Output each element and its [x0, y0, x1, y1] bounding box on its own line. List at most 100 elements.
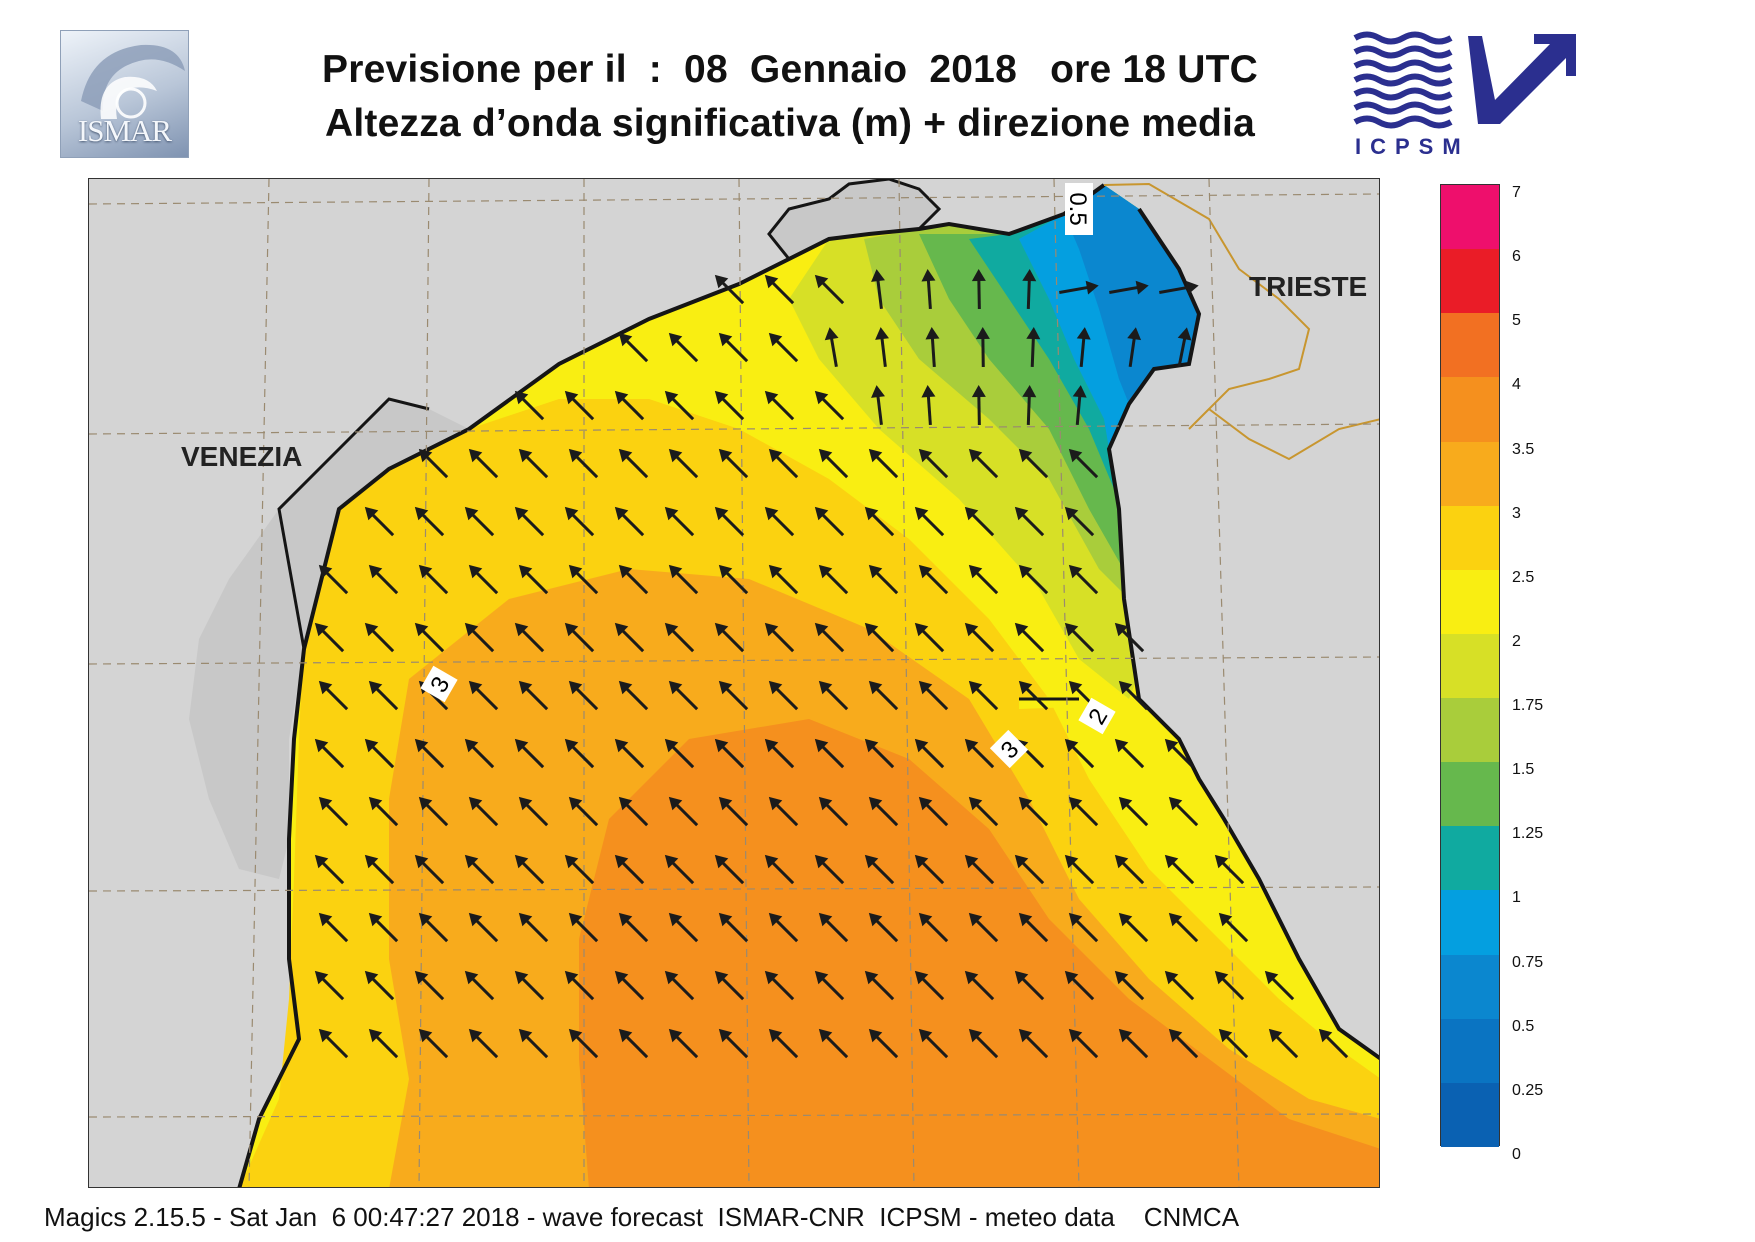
wave-arrow	[1214, 854, 1245, 885]
wave-arrow	[968, 912, 999, 943]
wave-arrow	[668, 564, 699, 595]
wave-arrow	[818, 680, 849, 711]
wave-arrow	[564, 390, 595, 421]
wave-arrow	[1018, 680, 1049, 711]
wave-arrow	[368, 564, 399, 595]
wave-arrow	[714, 506, 745, 537]
wave-arrow	[568, 564, 599, 595]
wave-arrow	[668, 680, 699, 711]
wave-arrow	[1164, 738, 1195, 769]
wave-arrow	[468, 564, 499, 595]
wave-arrow	[1068, 912, 1099, 943]
wave-arrow	[1014, 854, 1045, 885]
wave-arrow	[921, 269, 936, 310]
wave-arrow	[414, 738, 445, 769]
wave-arrow	[971, 269, 986, 310]
wave-arrow	[1118, 796, 1149, 827]
wave-arrow	[968, 564, 999, 595]
wave-arrow	[1014, 622, 1045, 653]
legend-band	[1441, 762, 1499, 827]
wave-arrow	[1118, 1028, 1149, 1059]
wave-arrow	[964, 854, 995, 885]
wave-arrow	[468, 796, 499, 827]
wave-height-map: 0.5 3 2 3 VENEZIA TRIESTE	[88, 178, 1380, 1188]
wave-arrow	[614, 854, 645, 885]
wave-arrow	[1014, 506, 1045, 537]
wave-arrow	[368, 680, 399, 711]
wave-arrow	[918, 564, 949, 595]
ismar-logo-text: ISMAR	[77, 113, 172, 148]
wave-arrow	[564, 622, 595, 653]
wave-arrow	[1118, 912, 1149, 943]
legend-band	[1441, 633, 1499, 699]
wave-arrow	[418, 796, 449, 827]
wave-arrow	[364, 970, 395, 1001]
wave-arrow	[464, 506, 495, 537]
wave-arrow	[914, 970, 945, 1001]
wave-arrow	[618, 680, 649, 711]
wave-arrow	[1114, 970, 1145, 1001]
wave-arrow	[1018, 796, 1049, 827]
wave-arrow	[364, 622, 395, 653]
legend-band	[1441, 441, 1499, 507]
legend-label: 1.5	[1512, 761, 1535, 779]
wave-arrow	[1068, 448, 1099, 479]
wave-arrow	[564, 854, 595, 885]
wave-arrow	[1264, 970, 1295, 1001]
wave-arrow	[714, 970, 745, 1001]
wave-arrow	[464, 854, 495, 885]
wave-arrow	[568, 680, 599, 711]
wave-arrow	[1114, 854, 1145, 885]
wave-arrow	[964, 506, 995, 537]
contour-label-3: 3	[420, 665, 458, 703]
contour-label-0.5: 0.5	[1064, 183, 1093, 235]
wave-arrow	[1164, 854, 1195, 885]
wave-arrow	[468, 448, 499, 479]
wave-arrow	[714, 854, 745, 885]
wave-arrow	[318, 680, 349, 711]
wave-arrow	[1159, 280, 1199, 295]
wave-arrow	[868, 448, 899, 479]
legend-label: 0.5	[1512, 1017, 1535, 1035]
wave-arrow	[918, 680, 949, 711]
footer-credits: Magics 2.15.5 - Sat Jan 6 00:47:27 2018 …	[44, 1202, 1240, 1232]
ismar-swirl-icon	[81, 44, 185, 119]
place-label-venezia: VENEZIA	[181, 441, 303, 472]
wave-arrow	[1072, 385, 1087, 426]
wave-arrow	[618, 1028, 649, 1059]
wave-arrow	[918, 912, 949, 943]
icpsm-waves-arrow-icon	[1353, 31, 1576, 129]
wave-arrow	[768, 1028, 799, 1059]
place-label-trieste: TRIESTE	[1249, 271, 1368, 302]
svg-text:0.5: 0.5	[1064, 192, 1091, 225]
wave-arrow	[1018, 564, 1049, 595]
wave-arrow	[1064, 970, 1095, 1001]
wave-arrow	[418, 448, 449, 479]
wave-arrow	[668, 332, 699, 363]
wave-arrow	[314, 622, 345, 653]
wave-arrow	[368, 1028, 399, 1059]
legend-band	[1441, 698, 1499, 763]
wave-arrow	[1026, 327, 1041, 368]
wave-arrow	[1064, 738, 1095, 769]
wave-arrow	[668, 796, 699, 827]
wave-arrow	[814, 274, 845, 305]
wave-arrow	[814, 622, 845, 653]
wave-arrow	[314, 970, 345, 1001]
wave-arrow	[1068, 796, 1099, 827]
wave-arrow	[768, 564, 799, 595]
wave-arrow	[925, 327, 940, 368]
wave-arrow	[1318, 1028, 1349, 1059]
wave-arrow	[764, 390, 795, 421]
wave-arrow	[1268, 1028, 1299, 1059]
wave-arrow	[1214, 970, 1245, 1001]
wave-arrow	[618, 796, 649, 827]
wave-arrow	[414, 506, 445, 537]
wave-arrow	[668, 912, 699, 943]
wave-arrow	[818, 564, 849, 595]
wave-arrow	[718, 1028, 749, 1059]
wave-arrow	[618, 448, 649, 479]
wave-arrow	[714, 622, 745, 653]
wave-arrow	[914, 854, 945, 885]
wave-arrow	[518, 912, 549, 943]
